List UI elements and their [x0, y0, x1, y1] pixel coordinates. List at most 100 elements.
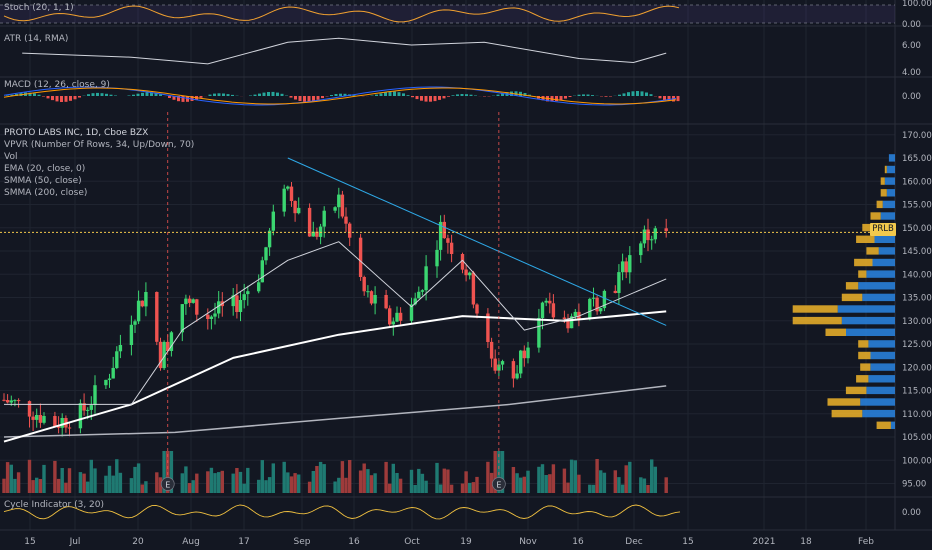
trendline: [287, 157, 667, 326]
volume-bar: [602, 472, 607, 493]
macd-histogram-bar: [406, 95, 410, 96]
vpvr-down-bar: [854, 258, 873, 267]
macd-histogram-bar: [438, 96, 441, 100]
volume-bar: [391, 463, 395, 493]
candle-body: [566, 319, 570, 329]
macd-histogram-bar: [582, 94, 585, 96]
vpvr-up-bar: [866, 386, 895, 395]
vpvr-up-bar: [837, 305, 895, 313]
volume-bar: [184, 466, 188, 493]
volume-bar: [133, 466, 137, 493]
smma50-legend: SMMA (50, close): [4, 176, 82, 186]
macd-histogram-bar: [226, 94, 230, 96]
volume-bar: [522, 476, 526, 493]
candle-body: [471, 272, 476, 305]
macd-histogram-bar: [231, 94, 234, 96]
volume-bar: [548, 474, 552, 493]
macd-histogram-bar: [127, 95, 131, 96]
macd-histogram-bar: [375, 94, 378, 96]
vpvr-down-bar: [880, 189, 887, 197]
vpvr-up-bar: [860, 398, 895, 406]
macd-histogram-bar: [154, 93, 158, 96]
candle-body: [2, 399, 6, 401]
vpvr-down-bar: [827, 398, 861, 406]
volume-bar: [282, 461, 286, 493]
candlestick-series[interactable]: [2, 182, 668, 437]
volume-bar: [16, 472, 21, 493]
candle-body: [460, 254, 465, 270]
macd-histogram-bar: [649, 94, 653, 96]
candle-body: [395, 312, 399, 322]
time-tick-label: Nov: [519, 537, 537, 547]
symbol-price-tag: PRLB: [870, 223, 896, 236]
candle-body: [362, 277, 366, 292]
volume-bar: [369, 475, 374, 493]
macd-histogram-bar: [645, 92, 648, 96]
macd-histogram-bar: [37, 94, 41, 96]
volume-bar: [242, 483, 246, 493]
candle-body: [13, 400, 17, 402]
macd-histogram-bar: [150, 92, 153, 96]
indicator-panes: [0, 4, 895, 520]
vpvr-up-bar: [878, 247, 895, 255]
candle-body: [540, 302, 545, 318]
candle-body: [136, 300, 141, 322]
volume-bar: [566, 482, 570, 493]
volume-bar: [388, 483, 392, 493]
volume-bar: [267, 477, 272, 493]
candle-body: [449, 242, 454, 254]
candle-body: [486, 313, 490, 342]
volume-bar: [420, 473, 425, 493]
candle-body: [569, 316, 574, 329]
time-tick-label: 19: [460, 537, 472, 547]
macd-histogram-bar: [330, 95, 333, 96]
candle-body: [209, 316, 214, 319]
volume-bar: [413, 485, 417, 493]
candle-body: [27, 401, 32, 417]
indicator-tick-label: 100.00: [902, 0, 932, 9]
smma200-line: [3, 385, 667, 438]
macd-histogram-bar: [447, 96, 450, 97]
macd-histogram-bar: [591, 95, 594, 96]
candle-body: [497, 364, 501, 371]
volume-bar: [286, 472, 290, 493]
macd-histogram-bar: [298, 96, 302, 101]
time-tick-label: Oct: [404, 537, 420, 547]
candle-body: [184, 298, 188, 305]
macd-histogram-bar: [604, 96, 608, 97]
volume-bar: [591, 484, 596, 493]
macd-histogram-bar: [64, 96, 68, 102]
candle-body: [366, 291, 370, 293]
volume-bar: [231, 473, 235, 493]
volume-bar: [297, 474, 301, 493]
candle-body: [573, 311, 577, 317]
candle-body: [82, 403, 86, 411]
macd-histogram-bar: [424, 96, 428, 102]
volume-bar: [366, 469, 370, 493]
macd-histogram-bar: [289, 96, 293, 98]
candle-body: [391, 321, 395, 325]
macd-histogram-bar: [496, 94, 500, 96]
macd-histogram-bar: [334, 94, 338, 96]
candle-body: [602, 290, 607, 309]
macd-histogram-bar: [474, 95, 477, 96]
candle-body: [344, 216, 348, 224]
volume-bar: [82, 473, 86, 493]
volume-bar: [595, 459, 599, 493]
macd-histogram-bar: [415, 96, 419, 100]
macd-histogram-bar: [172, 96, 176, 100]
vpvr-down-bar: [856, 375, 869, 383]
macd-histogram-bar: [28, 92, 32, 96]
macd-histogram-bar: [631, 91, 635, 96]
macd-histogram-bar: [312, 96, 315, 102]
candle-body: [340, 194, 345, 217]
macd-histogram-bar: [168, 96, 171, 98]
volume-bar: [89, 459, 93, 493]
macd-signal-line: [3, 87, 677, 105]
price-tick-label: 160.00: [902, 177, 932, 187]
price-axis: 170.00 165.00 160.00 155.00 150.00 145.00 140.…: [902, 0, 932, 518]
candle-body: [118, 345, 123, 352]
price-tick-label: 130.00: [902, 317, 932, 327]
